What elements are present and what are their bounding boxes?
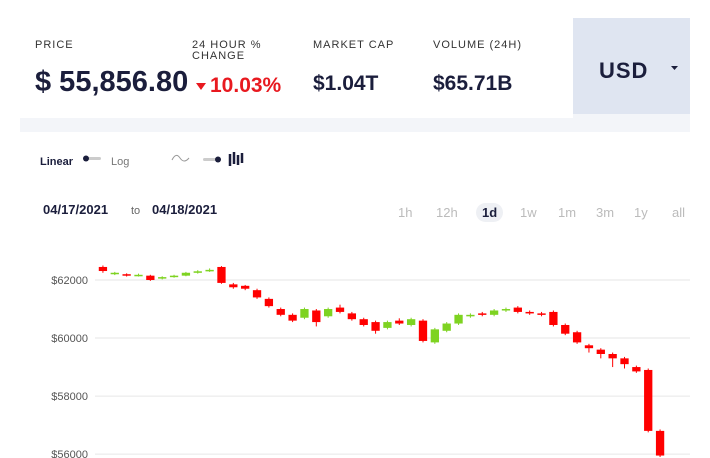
- stat-label: MARKET CAP: [313, 39, 395, 51]
- candle-body: [549, 311, 558, 325]
- candle-body: [406, 319, 416, 325]
- chart: $56000 $58000 $60000 $62000: [51, 265, 690, 458]
- candle-body: [430, 329, 439, 343]
- stat-value: $1.04T: [313, 72, 379, 95]
- candle-body: [371, 322, 380, 331]
- candle-body: [537, 313, 546, 315]
- y-tick-label: $62000: [51, 275, 88, 287]
- candle-body: [146, 275, 155, 281]
- stat-value: $65.71B: [433, 72, 513, 95]
- candle-body: [193, 271, 202, 273]
- date-sep: to: [131, 205, 141, 217]
- candle-body: [312, 310, 321, 323]
- chart-style-toggle[interactable]: [170, 150, 245, 168]
- candle-body: [264, 298, 274, 307]
- scale-option[interactable]: Linear: [40, 156, 74, 168]
- candle-body: [347, 313, 357, 320]
- scale-option[interactable]: Log: [111, 156, 130, 168]
- range-button[interactable]: 1w: [520, 205, 537, 220]
- candle-body: [418, 320, 428, 341]
- candle-body: [229, 284, 238, 288]
- candle-body: [241, 285, 250, 289]
- candle-body: [632, 367, 641, 372]
- candle-body: [252, 290, 262, 298]
- range-button[interactable]: 3m: [596, 205, 615, 220]
- range-button[interactable]: all: [672, 205, 686, 220]
- candle-body: [596, 349, 605, 354]
- scale-toggle[interactable]: [82, 155, 102, 163]
- candle-body: [644, 369, 653, 431]
- candle-body: [217, 266, 226, 283]
- candle-body: [110, 272, 119, 275]
- stat-label: PRICE: [35, 39, 74, 51]
- stats-panel: [20, 18, 573, 118]
- stat-label: VOLUME (24H): [433, 39, 523, 51]
- candle-body: [454, 314, 463, 324]
- candle-body: [442, 323, 451, 331]
- candle-body: [608, 354, 617, 359]
- candle-body: [655, 430, 665, 456]
- candle-body: [205, 269, 214, 272]
- range-button[interactable]: 1h: [398, 205, 413, 220]
- date-to[interactable]: 04/18/2021: [152, 202, 218, 217]
- candle-body: [276, 309, 285, 315]
- candle-body: [158, 277, 167, 279]
- stat-value: 10.03%: [210, 74, 282, 97]
- range-button[interactable]: 1y: [634, 205, 648, 220]
- y-tick-label: $56000: [51, 449, 88, 458]
- caret: [671, 66, 678, 70]
- candle-body: [169, 275, 179, 278]
- candle-body: [134, 274, 143, 277]
- range-button[interactable]: 12h: [436, 205, 458, 220]
- down-arrow: [196, 83, 206, 90]
- candle-body: [395, 320, 404, 324]
- candle-body: [466, 314, 475, 317]
- candle-body: [572, 332, 582, 343]
- currency-label: USD: [599, 58, 649, 83]
- candle-body: [478, 313, 487, 315]
- candle-body: [501, 309, 511, 311]
- candle-body: [300, 309, 309, 318]
- candle-body: [122, 274, 131, 276]
- candle-body: [288, 314, 297, 321]
- candle-body: [181, 272, 191, 276]
- candle-body: [359, 319, 368, 325]
- candle-body: [383, 322, 392, 328]
- candle-body: [513, 307, 522, 312]
- candle-body: [335, 307, 345, 312]
- candle-body: [324, 309, 333, 317]
- candle-body: [620, 358, 629, 365]
- range-button[interactable]: 1m: [558, 205, 577, 220]
- y-tick-label: $58000: [51, 391, 88, 403]
- candle-body: [489, 310, 499, 315]
- stat-value: $ 55,856.80: [35, 66, 189, 98]
- candle-body: [561, 324, 570, 334]
- stat-label: 24 HOUR % CHANGE: [192, 39, 262, 62]
- range-button[interactable]: 1d: [476, 203, 504, 222]
- candle-body: [98, 266, 108, 272]
- date-from[interactable]: 04/17/2021: [43, 202, 109, 217]
- currency-select[interactable]: USD: [573, 18, 690, 114]
- candle-body: [584, 345, 594, 349]
- y-tick-label: $60000: [51, 333, 88, 345]
- candle-body: [525, 311, 534, 314]
